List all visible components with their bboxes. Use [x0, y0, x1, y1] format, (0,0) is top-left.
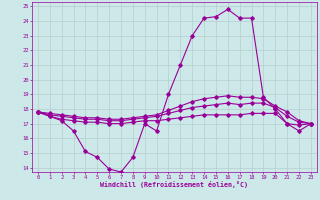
X-axis label: Windchill (Refroidissement éolien,°C): Windchill (Refroidissement éolien,°C): [100, 181, 248, 188]
